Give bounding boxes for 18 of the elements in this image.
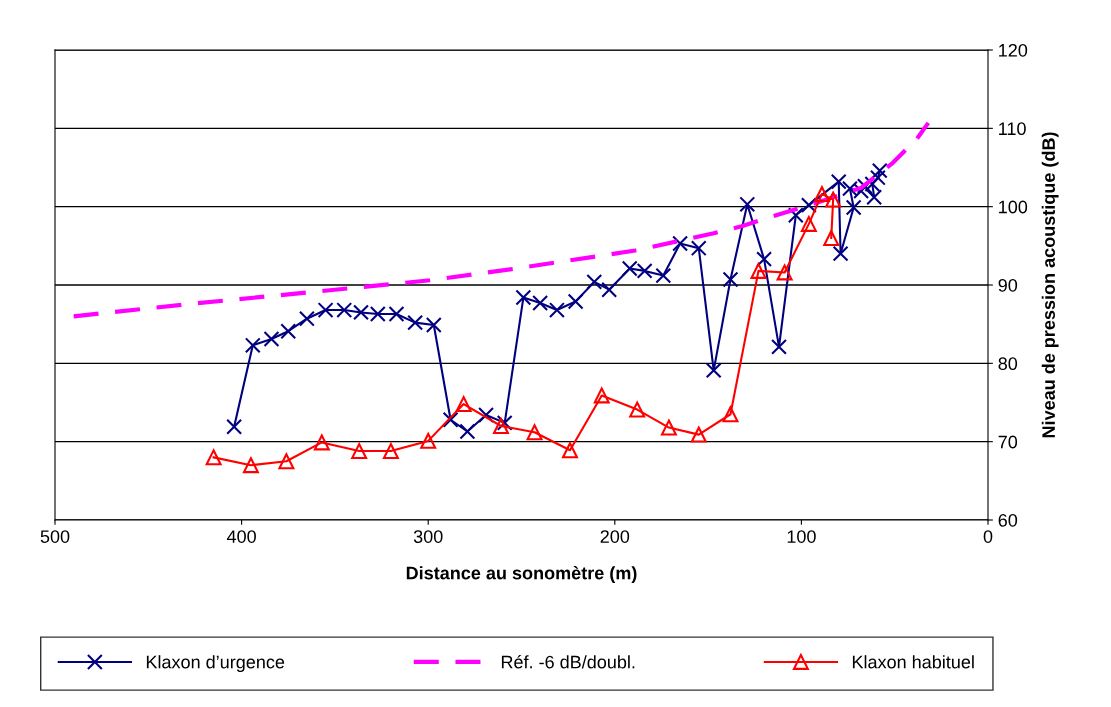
y-tick-label: 70: [998, 435, 1018, 449]
x-tick-label: 200: [600, 530, 630, 543]
x-axis-title: Distance au sonomètre (m): [406, 566, 637, 583]
x-tick-label: 400: [226, 530, 256, 543]
legend-label: Klaxon d’urgence: [146, 655, 285, 673]
y-tick-label: 60: [998, 513, 1018, 527]
x-tick-label: 100: [787, 530, 816, 543]
legend-label: Klaxon habituel: [852, 655, 974, 669]
y-tick-label: 90: [998, 278, 1018, 292]
y-tick-label: 80: [998, 357, 1018, 371]
x-tick-label: 0: [983, 530, 993, 543]
y-tick-label: 100: [999, 200, 1028, 214]
legend-label: Réf. -6 dB/doubl.: [501, 654, 635, 669]
x-tick-label: 500: [40, 530, 70, 543]
x-tick-label: 300: [413, 530, 443, 543]
y-tick-label: 120: [999, 43, 1028, 57]
y-tick-label: 110: [999, 122, 1026, 136]
y-axis-title: Niveau de pression acoustique (dB): [1041, 132, 1059, 438]
